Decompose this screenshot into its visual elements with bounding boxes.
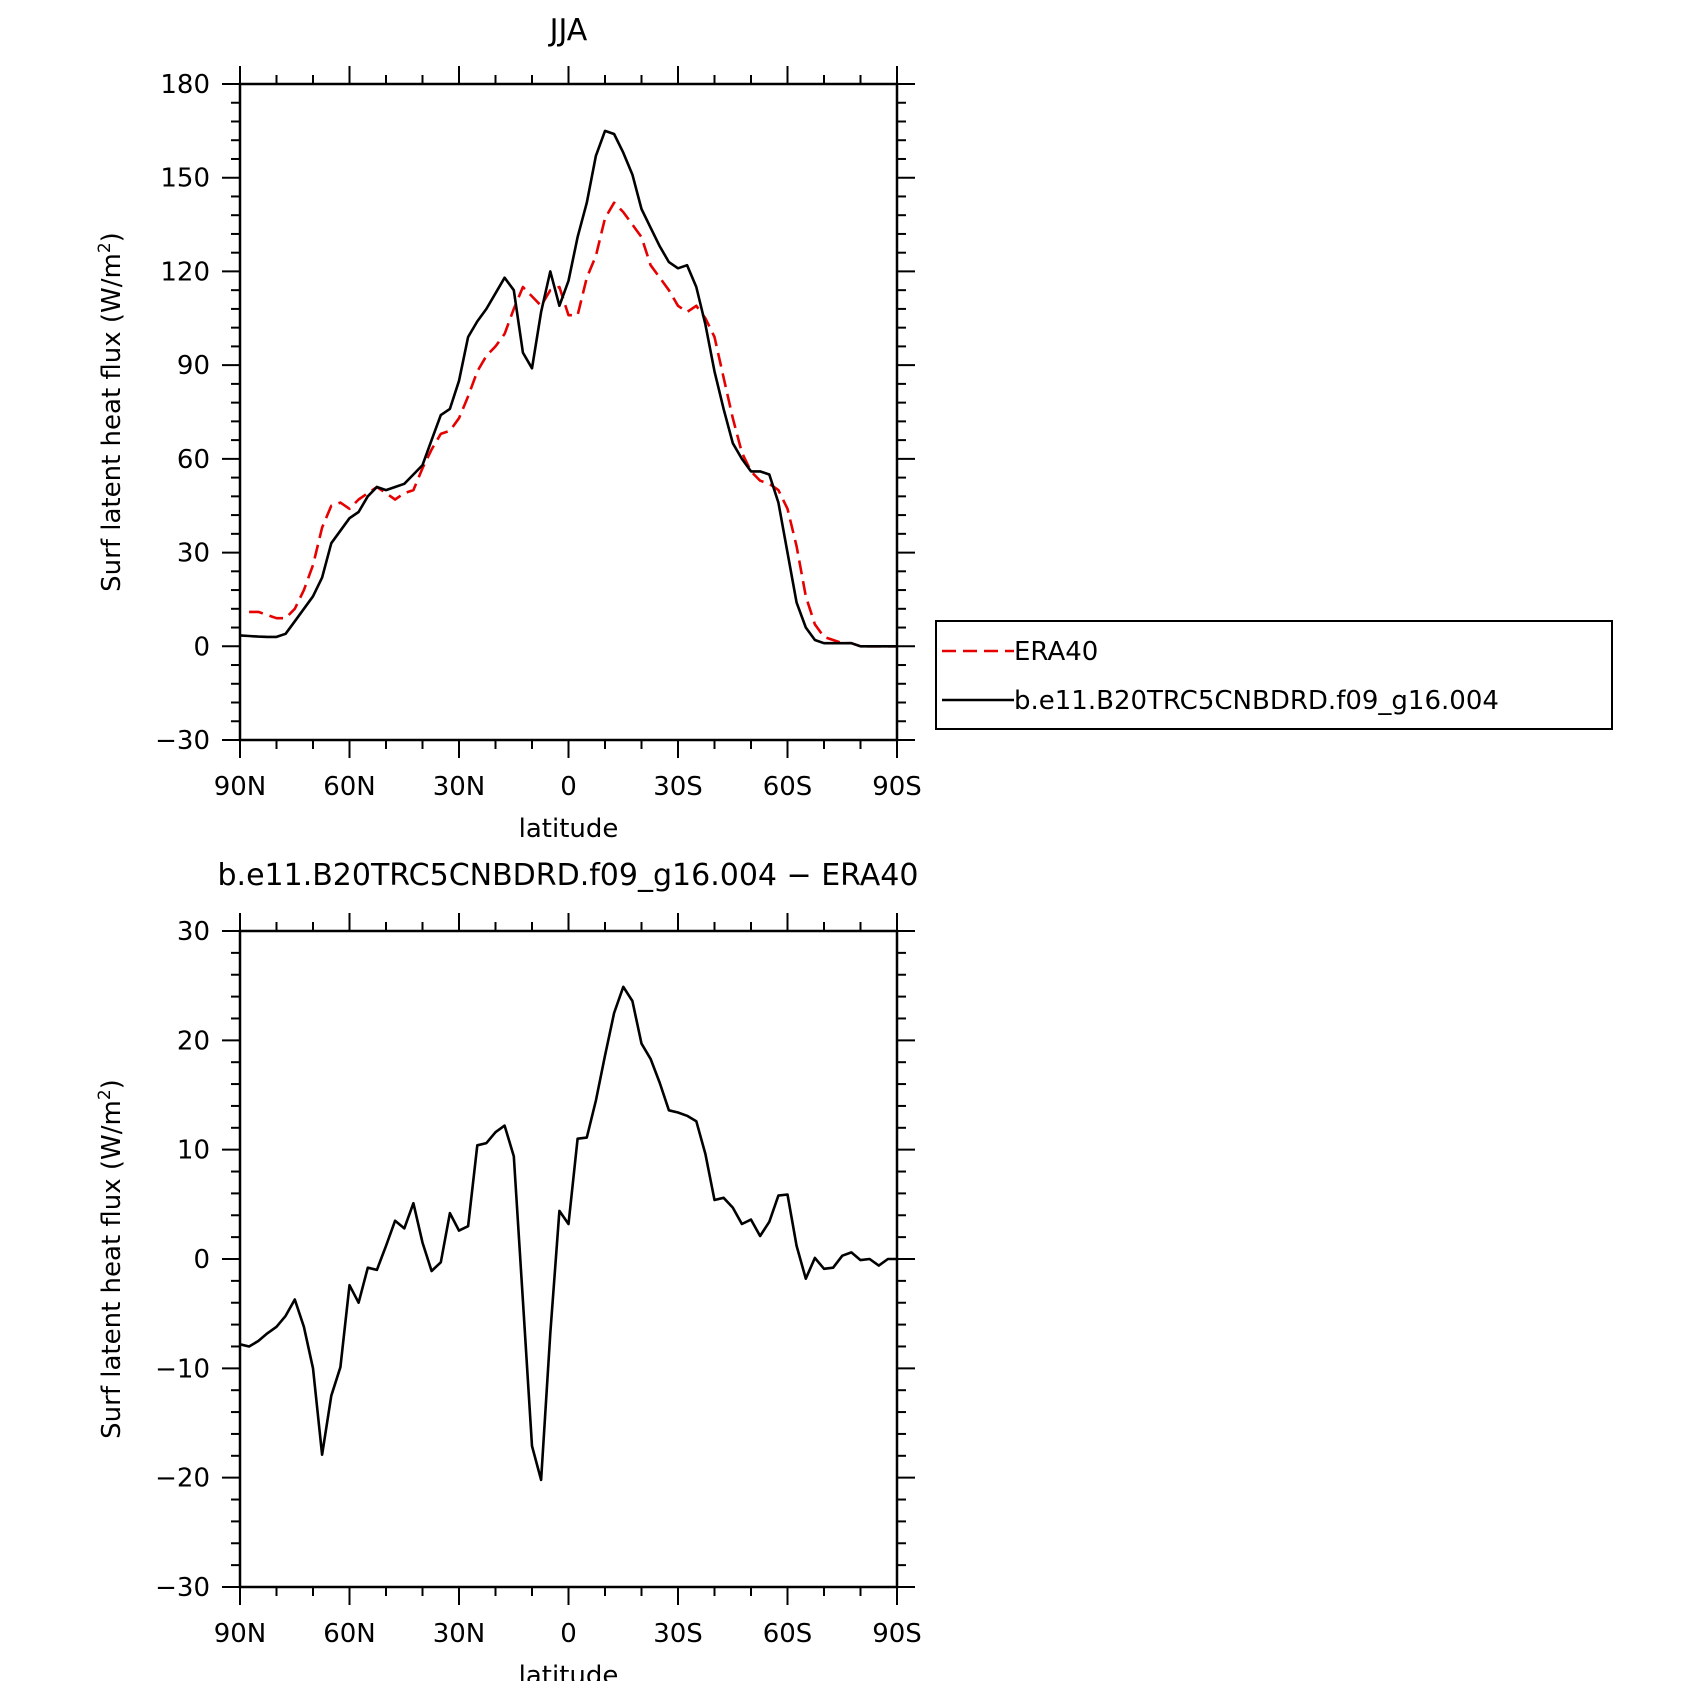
y-tick-label: 150: [160, 164, 210, 194]
y-axis-label-superscript: 2: [95, 1089, 115, 1100]
y-tick-label: −30: [155, 1573, 210, 1603]
x-axis-label: latitude: [519, 814, 619, 844]
y-axis-label-main: Surf latent heat flux (W/m: [97, 1100, 127, 1439]
y-axis-label-close: ): [97, 232, 127, 242]
x-tick-label: 60N: [323, 1619, 376, 1649]
series-line-era40: [249, 201, 897, 648]
legend-box: [935, 620, 1613, 730]
x-tick-label: 60S: [763, 772, 813, 802]
y-tick-label: 30: [177, 917, 210, 947]
y-axis-label: Surf latent heat flux (W/m2): [95, 1079, 127, 1439]
x-tick-label: 0: [560, 1619, 577, 1649]
bottom-panel: −30 −20 −10 0 10 20 30 90N 60N 30N 0 30S 60S 90S latit…: [95, 858, 922, 1686]
x-tick-label: 30S: [653, 772, 703, 802]
series-line-difference: [239, 985, 897, 1482]
x-tick-label: 30S: [653, 1619, 703, 1649]
y-axis-label: Surf latent heat flux (W/m2): [95, 232, 127, 592]
legend-entry: b.e11.B20TRC5CNBDRD.f09_g16.004: [1014, 686, 1499, 716]
x-tick-label: 0: [560, 772, 577, 802]
x-tick-label: 90N: [214, 772, 267, 802]
y-tick-label: 20: [177, 1026, 210, 1056]
x-tick-label: 60N: [323, 772, 376, 802]
y-axis-label-close: ): [97, 1079, 127, 1089]
x-tick-label: 30N: [433, 772, 486, 802]
y-tick-label: 60: [177, 445, 210, 475]
chart-title: JJA: [548, 13, 588, 48]
y-tick-label: 120: [160, 257, 210, 287]
y-axis-label-superscript: 2: [95, 242, 115, 253]
chart-title: b.e11.B20TRC5CNBDRD.f09_g16.004 − ERA40: [217, 858, 918, 893]
series-line-b-e11-b20trc5cnbdrd-f09-g16-004: [239, 129, 897, 648]
y-axis-label-main: Surf latent heat flux (W/m: [97, 253, 127, 592]
legend: ERA40 b.e11.B20TRC5CNBDRD.f09_g16.004: [935, 620, 1613, 730]
x-tick-label: 60S: [763, 1619, 813, 1649]
legend-entry: ERA40: [1014, 637, 1098, 667]
x-tick-label: 30N: [433, 1619, 486, 1649]
x-axis-label: latitude: [519, 1661, 619, 1681]
y-tick-label: 10: [177, 1136, 210, 1166]
x-tick-label: 90N: [214, 1619, 267, 1649]
y-tick-label: 0: [193, 632, 210, 662]
y-tick-label: 30: [177, 539, 210, 569]
y-tick-label: −10: [155, 1354, 210, 1384]
y-tick-label: 90: [177, 351, 210, 381]
x-tick-label: 90S: [872, 772, 922, 802]
y-tick-label: 180: [160, 70, 210, 100]
y-tick-label: −20: [155, 1464, 210, 1494]
y-tick-label: −30: [155, 726, 210, 756]
x-tick-label: 90S: [872, 1619, 922, 1649]
top-panel: −30 0 30 60 90 120 150 180 90N 60N 30N 0 30S 60S 90S la…: [95, 13, 922, 844]
y-tick-label: 0: [193, 1245, 210, 1275]
